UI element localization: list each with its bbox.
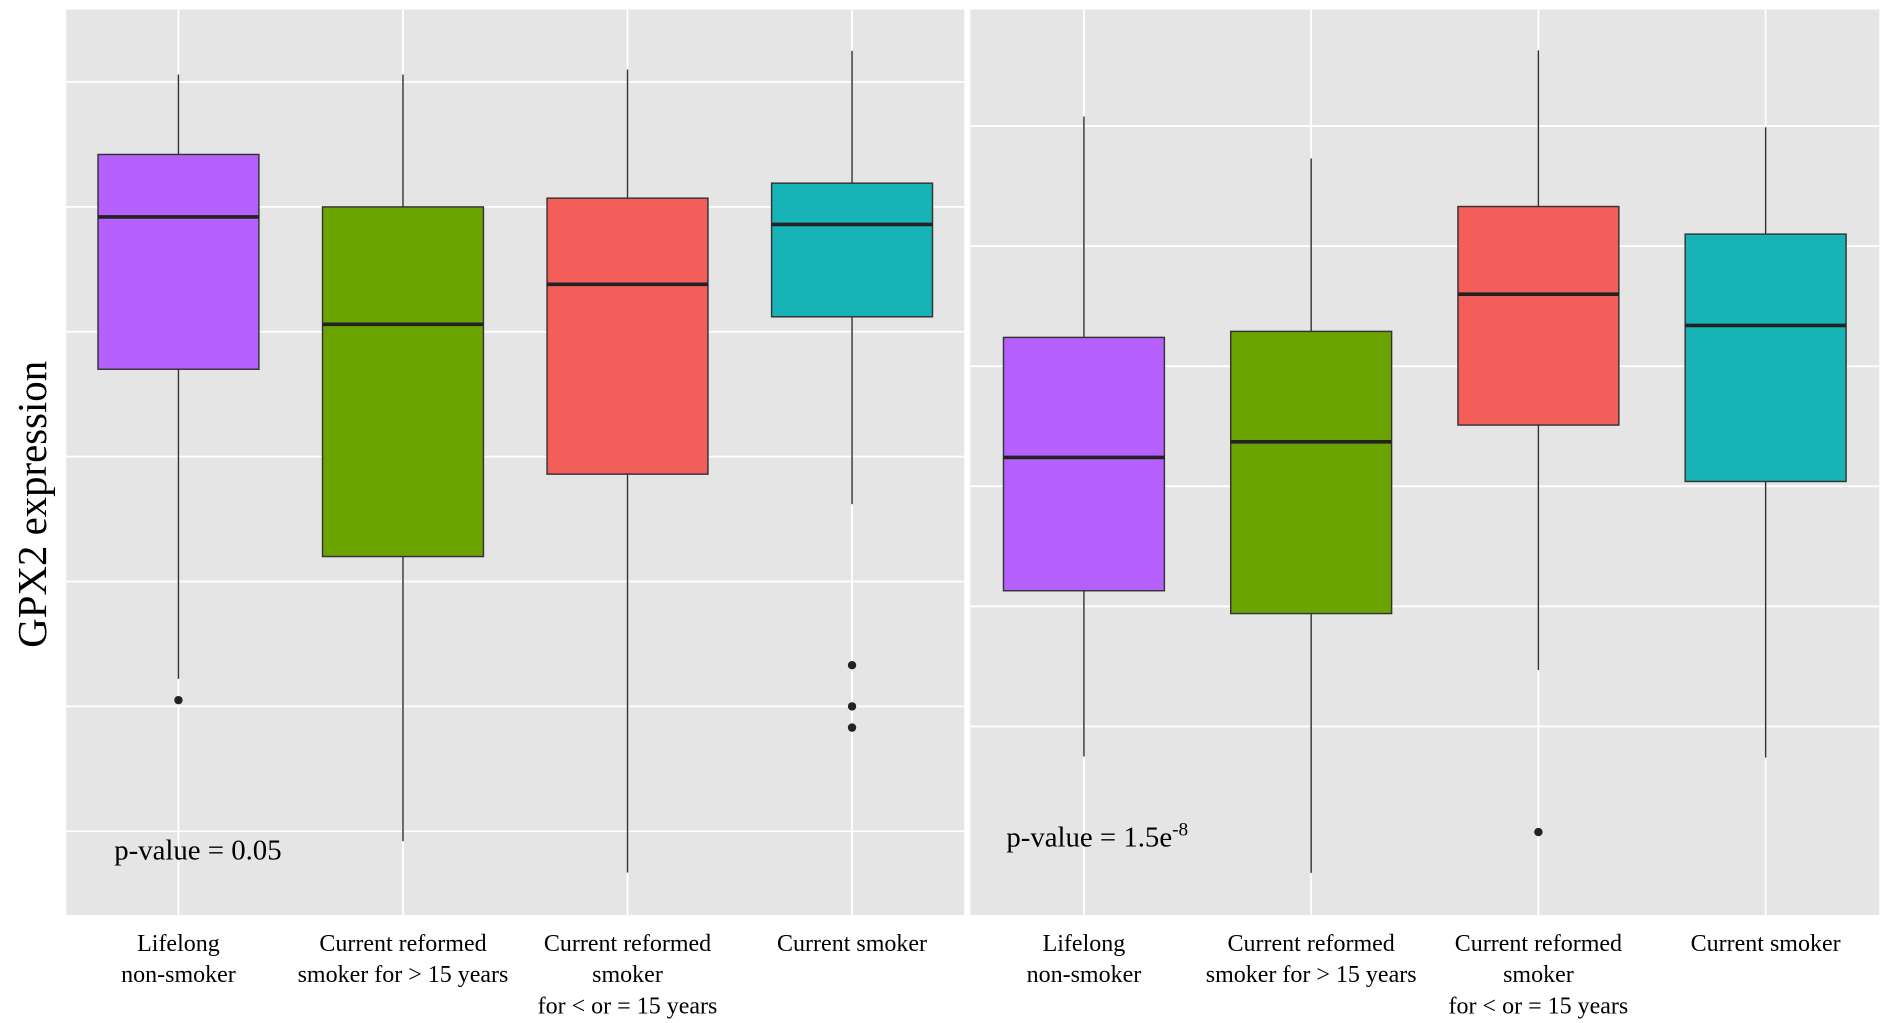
x-tick-label: Current reformed smoker for > 15 years (298, 931, 509, 988)
x-tick-label: Current reformed smoker for < or = 15 year… (1449, 931, 1629, 1019)
outlier (847, 702, 857, 711)
x-tick-label-line: non-smoker (1027, 962, 1142, 988)
outlier (1534, 827, 1543, 837)
x-tick-label-line: smoker (1503, 962, 1574, 988)
panel-background (66, 9, 965, 915)
x-tick-label-line: Current reformed (1228, 931, 1395, 957)
x-tick-label-line: non-smoker (121, 962, 236, 988)
x-tick-label-line: Current reformed (1455, 931, 1622, 957)
x-tick-label-line: smoker for > 15 years (1206, 962, 1417, 988)
outlier (174, 695, 183, 705)
x-tick-label-line: Current smoker (777, 931, 927, 957)
y-axis-label: GPX2 expression (10, 361, 55, 648)
box (97, 153, 260, 370)
x-tick-label-line: Current reformed (319, 931, 486, 957)
x-tick-label-line: Current reformed (544, 931, 711, 957)
outlier (847, 660, 857, 670)
x-tick-label-line: for < or = 15 years (538, 993, 718, 1019)
box (546, 197, 709, 475)
x-tick-label-line: for < or = 15 years (1449, 993, 1629, 1019)
annotation: p-value = 0.05 (114, 835, 281, 867)
x-tick-label-line: Current smoker (1691, 931, 1841, 957)
x-tick-label: Current reformed smoker for > 15 years (1206, 931, 1417, 988)
x-tick-label: Current smoker (777, 931, 927, 957)
box (1229, 330, 1393, 615)
x-tick-label: Lifelong non-smoker (1027, 931, 1142, 988)
x-tick-label: Lifelong non-smoker (121, 931, 236, 988)
x-tick-label-line: smoker for > 15 years (298, 962, 509, 988)
box (1457, 205, 1620, 426)
box (1002, 336, 1166, 592)
annotation-text: p-value = 0.05 (114, 835, 281, 867)
x-tick-label-line: smoker (592, 962, 663, 988)
x-tick-label-line: Lifelong (1043, 931, 1126, 957)
annotation: p-value = 1.5e-8 (1006, 820, 1188, 854)
box (770, 182, 934, 318)
box (321, 206, 485, 558)
x-tick-label: Current smoker (1691, 931, 1841, 957)
x-tick-label-line: Lifelong (137, 931, 220, 957)
box (1684, 233, 1847, 483)
annotation-text: p-value = 1.5e (1006, 821, 1172, 853)
x-tick-label: Current reformed smoker for < or = 15 year… (538, 931, 718, 1019)
annotation-superscript: -8 (1172, 820, 1188, 841)
outlier (847, 723, 857, 732)
